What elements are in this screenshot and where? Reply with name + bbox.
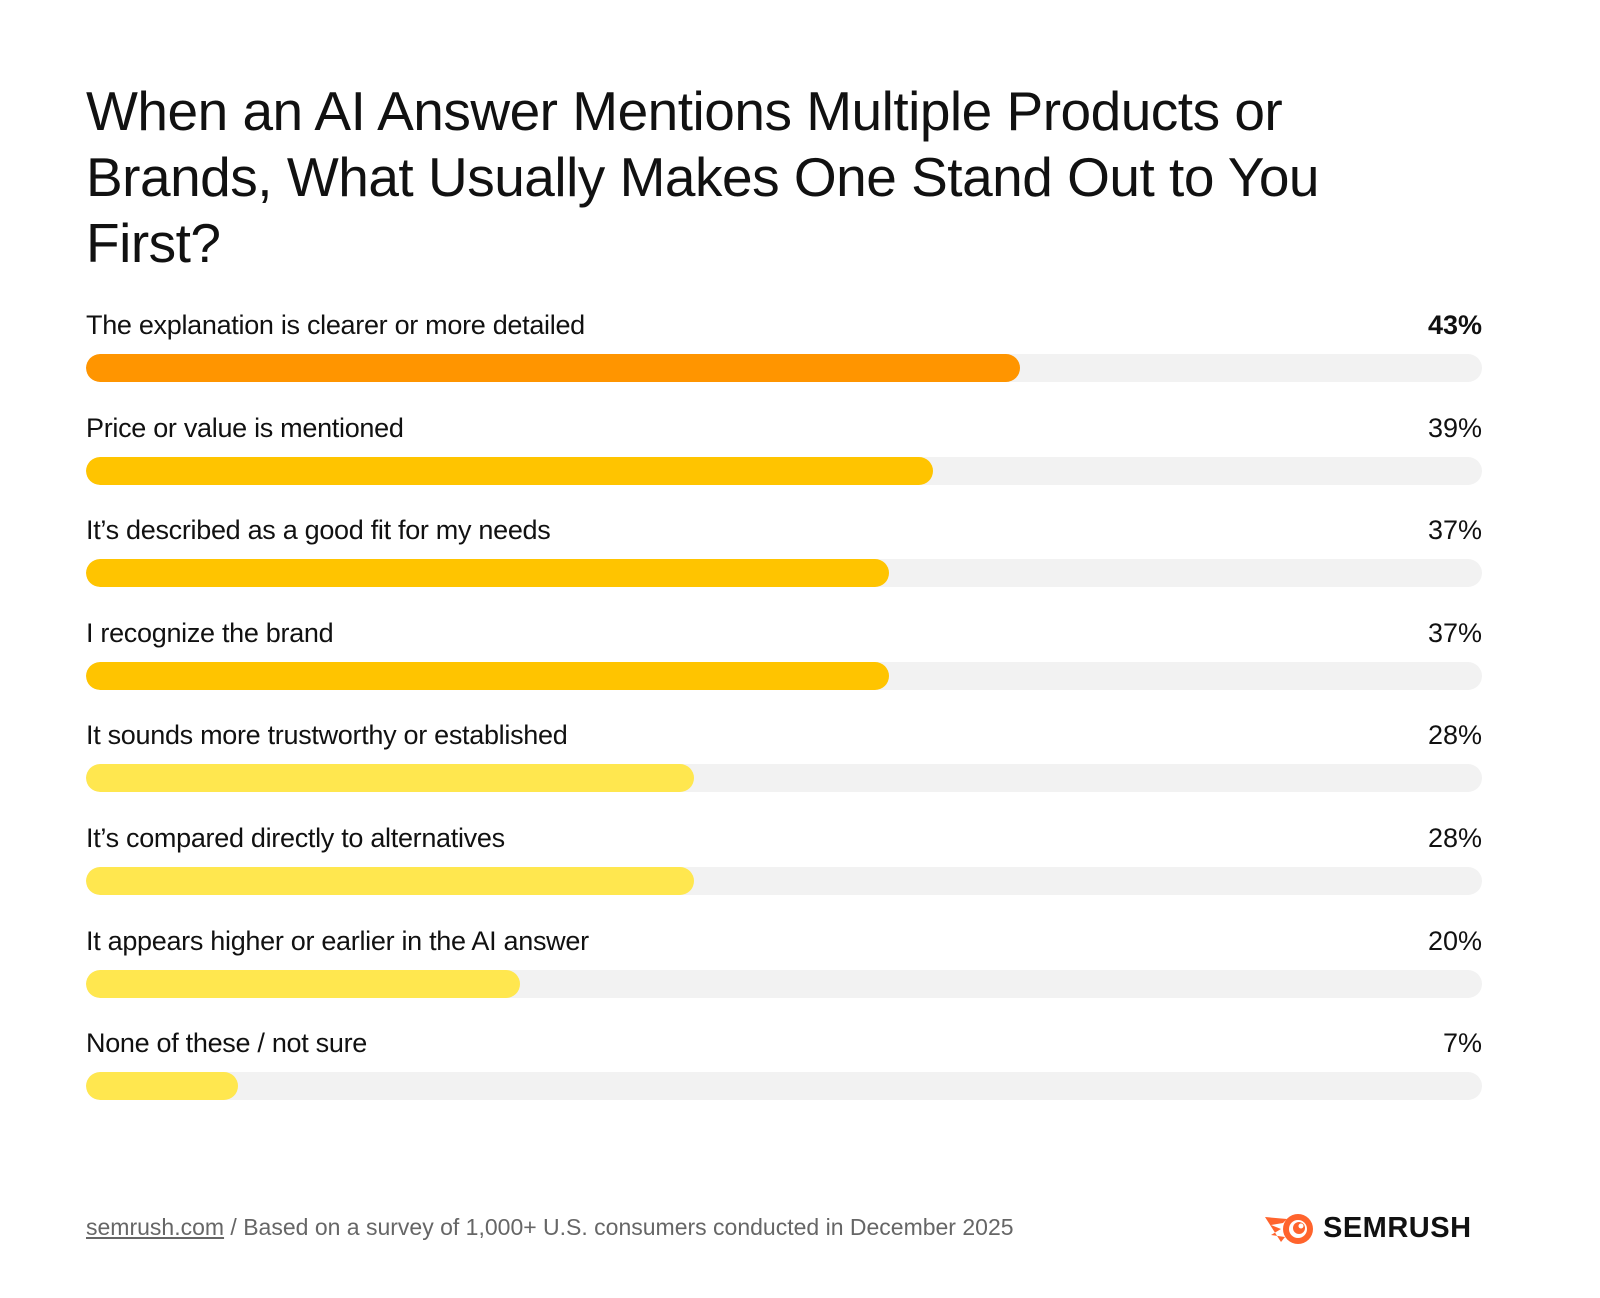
bar-row: Price or value is mentioned 39%: [86, 409, 1482, 512]
bar: [86, 661, 890, 690]
bar-value-label: 7%: [1442, 1028, 1482, 1059]
bar: [86, 456, 933, 485]
bar-label: Price or value is mentioned: [86, 412, 404, 443]
bar: [86, 866, 694, 895]
bar-value-label: 37%: [1427, 515, 1482, 546]
bar-value-label: 20%: [1427, 925, 1482, 956]
bar-row: I recognize the brand 37%: [86, 614, 1482, 717]
bar-track: [86, 661, 1482, 690]
bar-track: [86, 1072, 1482, 1101]
bar-row: It appears higher or earlier in the AI a…: [86, 922, 1482, 1025]
bar-label: It appears higher or earlier in the AI a…: [86, 925, 589, 956]
bar-row: The explanation is clearer or more detai…: [86, 306, 1482, 409]
bar: [86, 559, 890, 588]
semrush-logo: SEMRUSH: [1265, 1212, 1472, 1245]
bar-label: It’s compared directly to alternatives: [86, 822, 505, 853]
bar-track: [86, 456, 1482, 485]
semrush-link[interactable]: semrush.com: [86, 1214, 225, 1240]
bar-label: None of these / not sure: [86, 1028, 367, 1059]
logo-text: SEMRUSH: [1323, 1212, 1472, 1244]
bar-label: The explanation is clearer or more detai…: [86, 310, 585, 340]
bar-row: None of these / not sure 7%: [86, 1024, 1482, 1127]
bar: [86, 969, 521, 998]
bar-value-label: 37%: [1427, 617, 1482, 648]
bar-value-label: 39%: [1427, 412, 1482, 443]
bar-track: [86, 866, 1482, 895]
bar-track: [86, 354, 1482, 382]
chart-title: When an AI Answer Mentions Multiple Prod…: [86, 80, 1320, 274]
bar-row: It’s described as a good fit for my need…: [86, 511, 1482, 614]
source-note: / Based on a survey of 1,000+ U.S. consu…: [224, 1214, 1014, 1240]
footer-source: semrush.com / Based on a survey of 1,000…: [86, 1214, 1014, 1241]
bar-row: It’s compared directly to alternatives 28…: [86, 819, 1482, 922]
bar-value-label: 28%: [1427, 822, 1482, 853]
bar: [86, 1072, 238, 1101]
bar: [86, 354, 1020, 382]
bar-track: [86, 559, 1482, 588]
bar-label: It’s described as a good fit for my need…: [86, 515, 551, 546]
semrush-fireball-icon: [1265, 1213, 1313, 1244]
bar-label: I recognize the brand: [86, 617, 334, 648]
bar: [86, 764, 694, 793]
bar-label: It sounds more trustworthy or establishe…: [86, 720, 568, 751]
bar-row: It sounds more trustworthy or establishe…: [86, 716, 1482, 819]
bar-value-label: 43%: [1427, 310, 1482, 340]
bar-track: [86, 969, 1482, 998]
bar-value-label: 28%: [1427, 720, 1482, 751]
bar-track: [86, 764, 1482, 793]
bar-chart: The explanation is clearer or more detai…: [86, 306, 1482, 1127]
